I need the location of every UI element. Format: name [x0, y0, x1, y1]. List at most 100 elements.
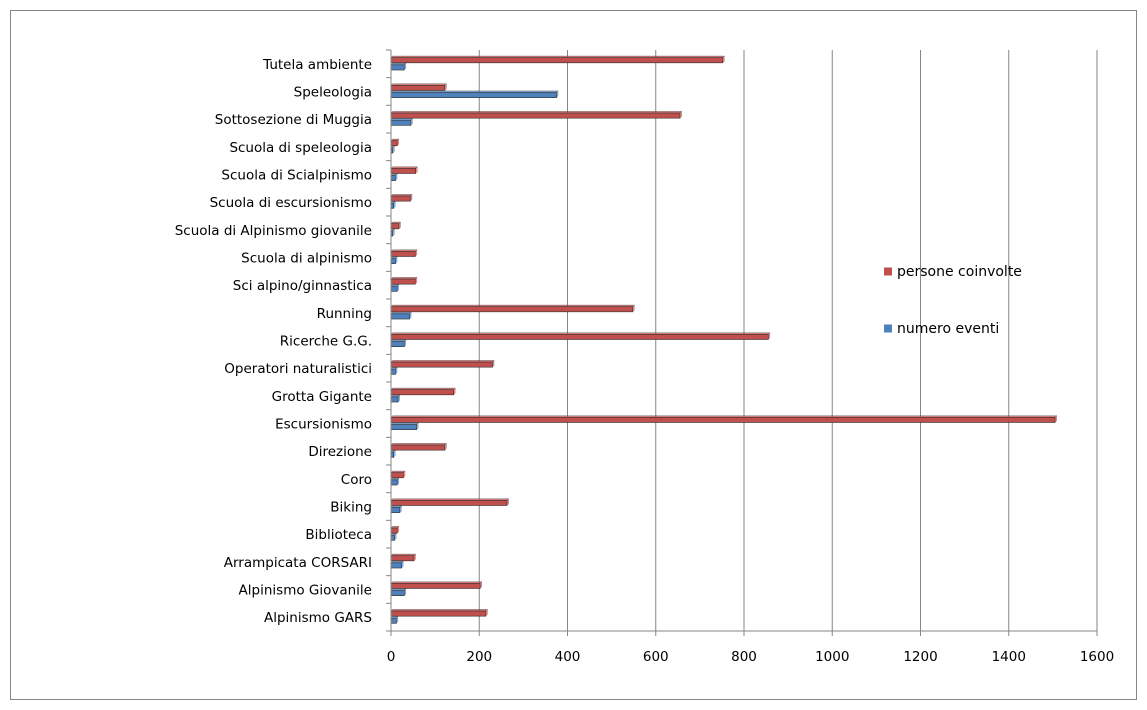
bar-face	[390, 444, 446, 451]
bar-end	[396, 616, 399, 624]
x-tick-label: 0	[387, 649, 396, 665]
bar-top	[390, 339, 407, 342]
bar-end	[1054, 415, 1057, 423]
bar-end	[392, 145, 395, 154]
bar-face	[390, 416, 1056, 423]
y-tick-label: Biblioteca	[305, 527, 372, 543]
bar-numero-eventi-arrampicata-corsari	[390, 560, 404, 569]
legend-item-numero-eventi: numero eventi	[884, 321, 999, 337]
bar-persone-coinvolte-direzione	[390, 442, 447, 451]
bar-face	[390, 499, 508, 506]
bar-face	[390, 368, 396, 375]
bar-top	[390, 561, 404, 564]
legend: persone coinvolte numero eventi	[884, 264, 1022, 337]
y-tick-label: Arrampicata CORSARI	[224, 555, 372, 571]
bar-face	[390, 195, 411, 202]
bar-face	[390, 278, 416, 285]
bar-top	[390, 118, 413, 121]
bar-numero-eventi-sci-alpino-ginnastica	[390, 284, 400, 292]
bar-persone-coinvolte-alpinismo-gars	[390, 608, 488, 617]
bar-end	[395, 367, 398, 375]
bar-end	[416, 422, 419, 431]
legend-label: numero eventi	[897, 321, 999, 337]
y-tick-label: Scuola di speleologia	[229, 140, 372, 156]
bar-persone-coinvolte-running	[390, 304, 635, 313]
bar-end	[401, 560, 404, 569]
bar-end	[403, 470, 406, 479]
y-tick-label: Direzione	[308, 444, 372, 460]
bar-numero-eventi-scuola-di-alpinismo	[390, 256, 398, 265]
bar-persone-coinvolte-speleologia	[390, 83, 447, 91]
y-tick-label: Grotta Gigante	[272, 389, 372, 405]
bar-numero-eventi-escursionismo	[390, 422, 419, 431]
bar-face	[390, 313, 410, 320]
bar-persone-coinvolte-scuola-di-alpinismo-giovanile	[390, 221, 402, 230]
bar-end	[393, 450, 396, 458]
bar-top	[390, 304, 635, 307]
bar-face	[390, 64, 405, 71]
bar-top	[390, 194, 413, 197]
bar-numero-eventi-scuola-di-scialpinismo	[390, 173, 398, 182]
bar-numero-eventi-running	[390, 311, 412, 320]
bar-end	[410, 193, 413, 202]
bar-numero-eventi-biking	[390, 505, 402, 514]
bar-top	[390, 415, 1058, 418]
x-tick-label: 1200	[903, 649, 937, 665]
bar-face	[390, 57, 724, 64]
bar-face	[390, 285, 398, 292]
bar-top	[390, 470, 406, 473]
bar-end	[413, 553, 416, 562]
bar-face	[390, 424, 417, 430]
bar-persone-coinvolte-sci-alpino-ginnastica	[390, 276, 418, 285]
bar-top	[390, 277, 418, 280]
bar-end	[394, 533, 397, 541]
bar-end	[485, 608, 488, 617]
bar-top	[390, 332, 771, 335]
bar-face	[390, 507, 401, 513]
bar-persone-coinvolte-tutela-ambiente	[390, 55, 725, 64]
bar-persone-coinvolte-escursionismo	[390, 415, 1058, 423]
bar-end	[404, 588, 407, 597]
bar-end	[398, 221, 401, 230]
bar-end	[409, 311, 412, 320]
bar-persone-coinvolte-sottosezione-di-muggia	[390, 110, 683, 119]
bar-numero-eventi-operatori-naturalistici	[390, 367, 398, 375]
bar-end	[393, 201, 396, 209]
legend-label: persone coinvolte	[897, 264, 1022, 280]
bar-face	[390, 175, 396, 181]
gridlines	[478, 50, 1098, 631]
bar-end	[492, 359, 495, 368]
bar-face	[390, 258, 396, 264]
bar-numero-eventi-direzione	[390, 450, 396, 458]
bar-persone-coinvolte-alpinismo-giovanile	[390, 581, 483, 589]
x-tick-label: 200	[466, 649, 492, 665]
bar-face	[390, 333, 769, 340]
bar-numero-eventi-sottosezione-di-muggia	[390, 118, 413, 126]
y-tick-label: Alpinismo GARS	[264, 610, 372, 626]
bar-top	[390, 360, 495, 363]
bar-face	[390, 140, 398, 147]
bar-top	[390, 249, 418, 252]
bar-end	[415, 276, 418, 285]
bar-numero-eventi-biblioteca	[390, 533, 397, 541]
bar-top	[390, 63, 407, 66]
bar-end	[444, 442, 447, 451]
y-tick-label: Speleologia	[294, 85, 372, 101]
bar-top	[390, 387, 456, 390]
bar-persone-coinvolte-scuola-di-alpinismo	[390, 249, 418, 257]
bar-face	[390, 534, 395, 541]
bar-face	[390, 119, 412, 126]
bar-top	[390, 609, 488, 612]
bar-numero-eventi-alpinismo-gars	[390, 616, 399, 624]
bar-end	[768, 332, 771, 340]
bar-end	[404, 62, 407, 71]
bar-end	[396, 525, 399, 534]
bar-numero-eventi-speleologia	[390, 90, 559, 99]
bar-persone-coinvolte-scuola-di-escursionismo	[390, 193, 413, 202]
bar-face	[390, 251, 416, 257]
bar-persone-coinvolte-ricerche-g-g	[390, 332, 771, 340]
bar-numero-eventi-scuola-di-alpinismo-giovanile	[390, 228, 395, 237]
y-tick-label: Ricerche G.G.	[280, 334, 372, 350]
legend-item-persone-coinvolte: persone coinvolte	[884, 264, 1022, 280]
y-tick-label: Alpinismo Giovanile	[239, 583, 372, 599]
